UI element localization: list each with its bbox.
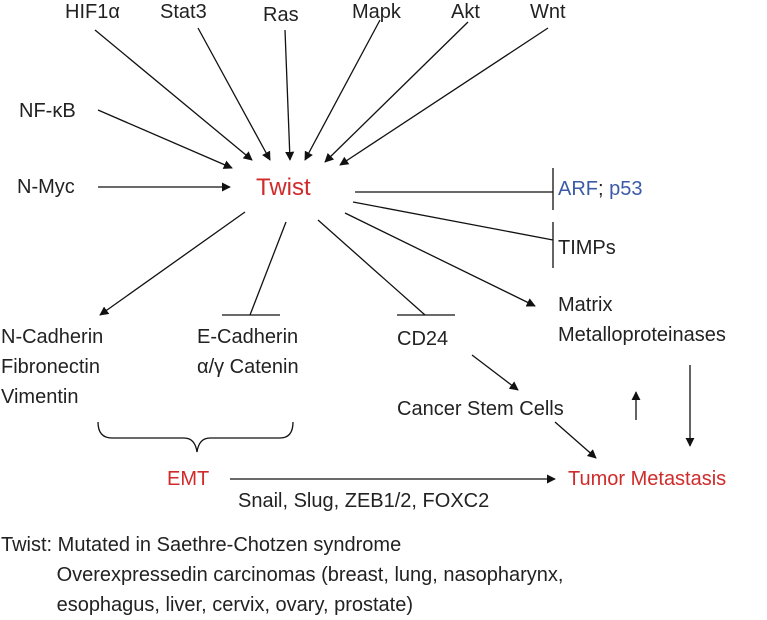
arrow-ras-twist xyxy=(284,29,295,161)
arrow-stat3-twist xyxy=(197,27,271,161)
node-arf-p53: ARF; p53 xyxy=(558,177,643,201)
p53-label: p53 xyxy=(609,178,643,200)
arrow-hif1a-twist xyxy=(94,29,253,161)
arrow-mapk-twist xyxy=(304,19,381,161)
node-tumor-metastasis: Tumor Metastasis xyxy=(568,468,727,490)
arf-separator: ; xyxy=(598,178,610,200)
node-ras: Ras xyxy=(263,4,299,26)
node-e-cadherin-group: E-Cadherin α/γ Catenin xyxy=(197,326,299,378)
arrow-csc-metastasis xyxy=(554,421,597,459)
node-mmp: Matrix Metalloproteinases xyxy=(558,294,726,346)
arrow-nfkb-twist xyxy=(97,109,233,169)
emt-factors: Snail, Slug, ZEB1/2, FOXC2 xyxy=(238,490,490,512)
inhibit-line-ecadherin xyxy=(249,221,287,316)
arf-label: ARF xyxy=(558,178,598,200)
arrow-twist-ncadherin xyxy=(99,211,246,316)
arrow-akt-twist xyxy=(324,21,469,163)
node-twist: Twist xyxy=(256,174,311,201)
node-n-cadherin-group: N-Cadherin Fibronectin Vimentin xyxy=(1,326,104,408)
arrow-cd24-csc xyxy=(471,354,519,391)
node-cancer-stem-cells: Cancer Stem Cells xyxy=(397,398,564,420)
node-mapk: Mapk xyxy=(352,1,401,23)
node-stat3: Stat3 xyxy=(160,1,207,23)
twist-note: Twist: Mutated in Saethre-Chotzen syndro… xyxy=(1,534,564,616)
node-emt: EMT xyxy=(167,468,210,490)
inhibit-line-cd24 xyxy=(317,219,426,316)
node-timps: TIMPs xyxy=(558,237,616,259)
arrow-twist-mmp xyxy=(344,212,536,307)
node-cd24: CD24 xyxy=(397,328,449,350)
node-hif1a: HIF1α xyxy=(65,1,120,23)
arrow-wnt-twist xyxy=(339,27,549,166)
node-nmyc: N-Myc xyxy=(17,176,75,198)
emt-brace xyxy=(97,421,294,453)
node-wnt: Wnt xyxy=(530,1,566,23)
node-nfkb: NF-κB xyxy=(19,100,76,122)
inhibit-line-timps xyxy=(352,201,554,241)
node-akt: Akt xyxy=(451,1,480,23)
